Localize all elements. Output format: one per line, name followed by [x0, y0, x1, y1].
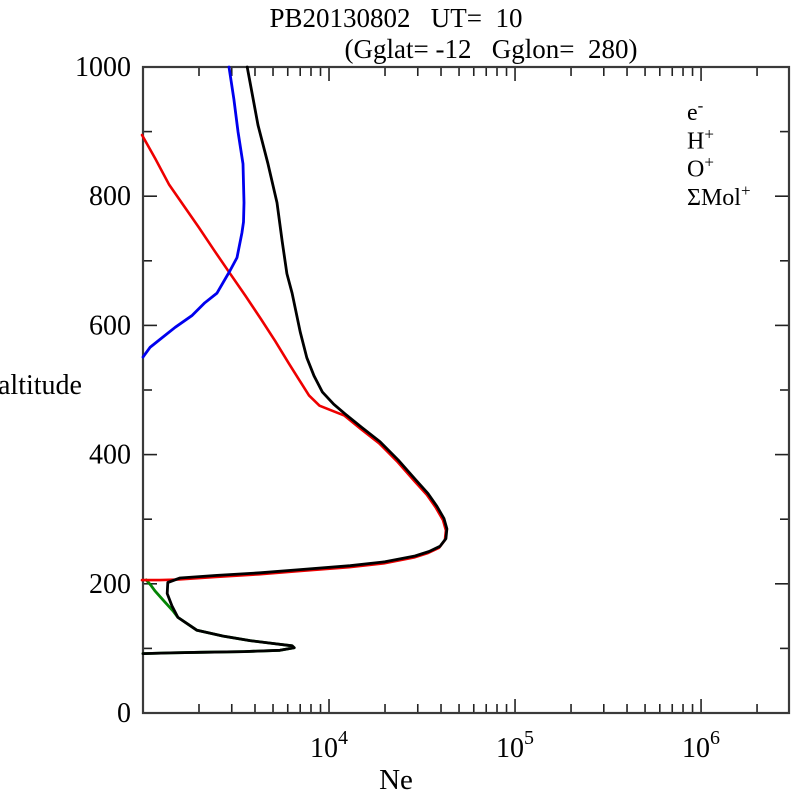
series-h+ [141, 65, 246, 359]
x-axis-title: Ne [379, 764, 413, 795]
y-tick-label: 200 [89, 569, 131, 600]
chart-subtitle: (Gglat= -12 Gglon= 280) [345, 34, 638, 64]
chart-title: PB20130802 UT= 10 [270, 3, 523, 33]
y-tick-label: 400 [89, 440, 131, 471]
axis-ticks [144, 66, 788, 714]
x-tick-label: 106 [682, 727, 720, 764]
y-tick-label: 600 [89, 310, 131, 341]
series-e- [141, 65, 449, 655]
plot-border [141, 65, 791, 715]
y-tick-label: 0 [117, 698, 131, 729]
legend: e-H+O+ΣMol+ [687, 96, 751, 211]
legend-item: O+ [687, 153, 714, 183]
y-tick-label: 800 [89, 181, 131, 212]
y-tick-label: 1000 [75, 52, 131, 83]
data-series [140, 65, 449, 655]
series-o+ [140, 133, 448, 582]
axis-tick-labels: 104 105 106 0 200 400 600 800 1000 [75, 52, 720, 764]
legend-item: e- [687, 96, 704, 126]
x-tick-label: 104 [310, 727, 348, 764]
y-axis-title: altitude [0, 370, 82, 401]
x-tick-label: 105 [496, 727, 534, 764]
legend-item: ΣMol+ [687, 181, 751, 211]
legend-item: H+ [687, 124, 714, 154]
